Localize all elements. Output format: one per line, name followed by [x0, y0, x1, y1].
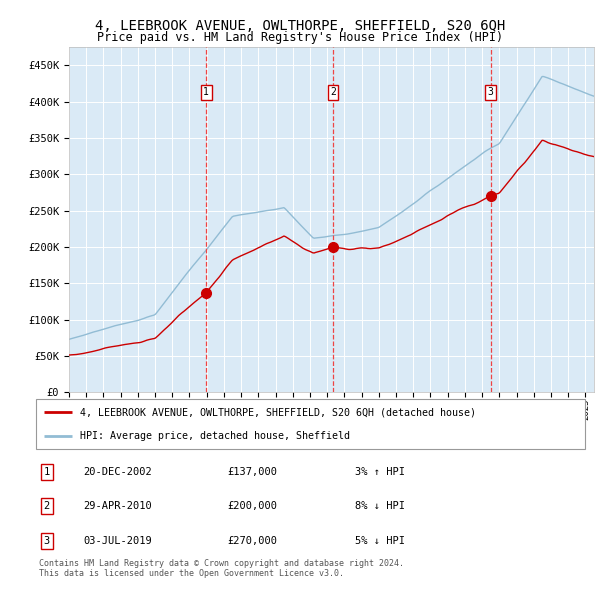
- Text: £137,000: £137,000: [227, 467, 277, 477]
- Text: Price paid vs. HM Land Registry's House Price Index (HPI): Price paid vs. HM Land Registry's House …: [97, 31, 503, 44]
- Text: 3: 3: [44, 536, 50, 546]
- Text: 1: 1: [44, 467, 50, 477]
- Text: £270,000: £270,000: [227, 536, 277, 546]
- Text: 4, LEEBROOK AVENUE, OWLTHORPE, SHEFFIELD, S20 6QH: 4, LEEBROOK AVENUE, OWLTHORPE, SHEFFIELD…: [95, 19, 505, 33]
- Text: 5% ↓ HPI: 5% ↓ HPI: [355, 536, 405, 546]
- FancyBboxPatch shape: [36, 399, 585, 449]
- Text: 3: 3: [488, 87, 494, 97]
- Text: 8% ↓ HPI: 8% ↓ HPI: [355, 502, 405, 512]
- Text: 2: 2: [44, 502, 50, 512]
- Text: 3% ↑ HPI: 3% ↑ HPI: [355, 467, 405, 477]
- Text: £200,000: £200,000: [227, 502, 277, 512]
- Text: 2: 2: [330, 87, 336, 97]
- Text: 4, LEEBROOK AVENUE, OWLTHORPE, SHEFFIELD, S20 6QH (detached house): 4, LEEBROOK AVENUE, OWLTHORPE, SHEFFIELD…: [80, 407, 476, 417]
- Text: 03-JUL-2019: 03-JUL-2019: [83, 536, 152, 546]
- Text: 20-DEC-2002: 20-DEC-2002: [83, 467, 152, 477]
- Text: Contains HM Land Registry data © Crown copyright and database right 2024.
This d: Contains HM Land Registry data © Crown c…: [38, 559, 404, 578]
- Text: 1: 1: [203, 87, 209, 97]
- Text: HPI: Average price, detached house, Sheffield: HPI: Average price, detached house, Shef…: [80, 431, 350, 441]
- Text: 29-APR-2010: 29-APR-2010: [83, 502, 152, 512]
